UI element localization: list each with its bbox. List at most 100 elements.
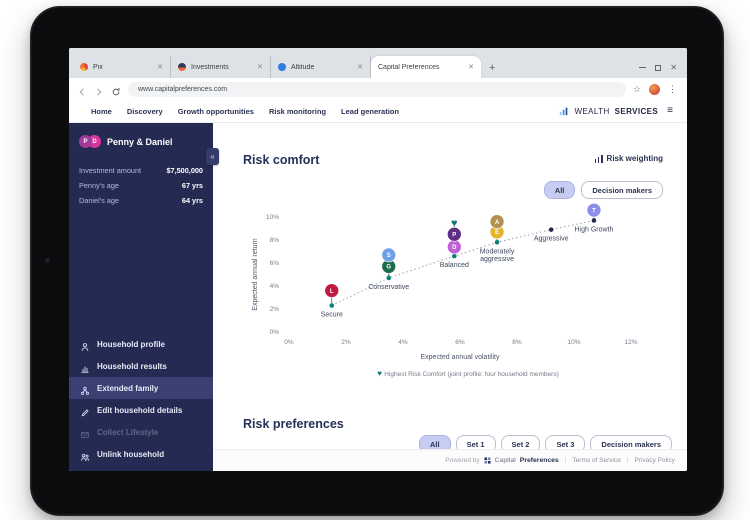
y-tick: 0% xyxy=(270,329,280,336)
profile-label: Secure xyxy=(321,312,343,319)
member-initial: T xyxy=(592,208,596,214)
tablet-frame: Pix ✕ Investments ✕ Altitude ✕ Capital Prefere… xyxy=(30,6,724,516)
tab-close-icon[interactable]: ✕ xyxy=(257,64,263,71)
profile-label: aggressive xyxy=(480,256,514,263)
sidebar-menu: Household profile Household results Extend… xyxy=(69,333,213,465)
member-marker-P[interactable] xyxy=(446,226,462,242)
profile-point-moderately-aggressive[interactable] xyxy=(494,240,500,245)
profile-point-balanced[interactable] xyxy=(452,253,457,259)
sidebar-item-extended-family[interactable]: Extended family xyxy=(69,377,213,399)
tab-close-icon[interactable]: ✕ xyxy=(357,64,363,71)
member-marker-L[interactable] xyxy=(324,283,340,298)
url-field[interactable]: www.capitalpreferences.com xyxy=(128,81,626,97)
forward-icon[interactable] xyxy=(94,84,104,96)
y-tick: 2% xyxy=(270,306,280,313)
app-navigation-bar: Home Discovery Growth opportunities Risk mo… xyxy=(69,100,687,123)
maximize-button[interactable] xyxy=(655,65,662,71)
profile-label: High Growth xyxy=(574,226,613,233)
profile-point-secure[interactable] xyxy=(329,303,335,308)
people-icon xyxy=(80,449,90,461)
profile-point-aggressive[interactable] xyxy=(548,227,554,232)
y-tick: 4% xyxy=(270,283,280,290)
member-marker-S[interactable] xyxy=(381,247,397,263)
pencil-icon xyxy=(80,405,90,417)
stat-label: Penny's age xyxy=(79,181,119,190)
risk-comfort-chart: 0% 2% 4% 6% 8% 10% 0% 2% 4% 6% 8% 10% 12% Expected an… xyxy=(213,201,687,383)
member-initial: S xyxy=(387,253,391,259)
bar-chart-logo-icon xyxy=(560,107,568,116)
browser-menu-icon[interactable]: ⋮ xyxy=(668,83,677,94)
filter-pill-all[interactable]: All xyxy=(543,181,576,199)
tab-title: Pix xyxy=(93,63,103,71)
sidebar-item-unlink-household[interactable]: Unlink household xyxy=(69,443,213,465)
risk-weighting-control[interactable]: Risk weighting xyxy=(594,154,663,163)
y-axis-label: Expected annual return xyxy=(252,238,259,310)
sidebar-item-label: Household profile xyxy=(97,339,165,349)
avatar-p: P xyxy=(79,135,92,148)
nav-link-growth-opportunities[interactable]: Growth opportunities xyxy=(177,106,254,116)
url-text: www.capitalpreferences.com xyxy=(138,85,228,93)
x-tick: 12% xyxy=(624,339,637,346)
address-bar: www.capitalpreferences.com ☆ ⋮ xyxy=(69,78,687,100)
browser-tab-3[interactable]: Altitude ✕ xyxy=(271,56,371,78)
close-window-button[interactable]: ✕ xyxy=(670,63,677,72)
filter-pill-decision-makers[interactable]: Decision makers xyxy=(581,181,663,199)
member-initial: G xyxy=(386,265,391,271)
x-tick: 4% xyxy=(398,339,408,346)
stat-value: 64 yrs xyxy=(181,196,203,205)
sidebar-item-label: Extended family xyxy=(97,383,159,393)
sidebar-item-household-profile[interactable]: Household profile xyxy=(69,333,213,355)
profile-label: Aggressive xyxy=(534,236,569,243)
family-icon xyxy=(80,383,90,395)
y-tick: 6% xyxy=(270,260,280,267)
back-icon[interactable] xyxy=(77,84,87,96)
profile-point-conservative[interactable] xyxy=(386,275,392,281)
joint-profile-heart-marker[interactable]: ♥ xyxy=(451,218,458,230)
sidebar-item-edit-household-details[interactable]: Edit household details xyxy=(69,399,213,421)
x-tick: 6% xyxy=(455,339,465,346)
risk-weighting-label: Risk weighting xyxy=(606,154,663,163)
sidebar-item-collect-lifestyle: Collect Lifestyle xyxy=(69,421,213,443)
browser-tab-4[interactable]: Capital Preferences ✕ xyxy=(371,56,481,78)
risk-weighting-icon xyxy=(594,155,603,163)
new-tab-button[interactable]: + xyxy=(489,62,496,74)
primary-nav: Home Discovery Growth opportunities Risk mo… xyxy=(91,107,399,116)
member-initial: P xyxy=(452,232,456,238)
nav-link-risk-monitoring[interactable]: Risk monitoring xyxy=(268,106,327,116)
terms-of-service-link[interactable]: Terms of Service xyxy=(572,457,621,464)
nav-link-lead-generation[interactable]: Lead generation xyxy=(341,106,399,116)
member-marker-T[interactable] xyxy=(586,202,602,218)
footer-brand-part1: Capital xyxy=(494,457,516,464)
browser-tab-strip: Pix ✕ Investments ✕ Altitude ✕ Capital Prefere… xyxy=(69,48,687,78)
stat-value: 67 yrs xyxy=(181,181,203,190)
chart-icon xyxy=(80,361,90,373)
main-content: Risk comfort Risk weighting All Decision … xyxy=(213,123,687,471)
sidebar-item-household-results[interactable]: Household results xyxy=(69,355,213,377)
tab-close-icon[interactable]: ✕ xyxy=(468,64,474,71)
risk-comfort-title: Risk comfort xyxy=(243,153,320,167)
member-marker-A[interactable] xyxy=(489,214,505,229)
nav-link-discovery[interactable]: Discovery xyxy=(126,106,163,116)
minimize-button[interactable] xyxy=(639,67,647,68)
chart-legend: ♥ Highest Risk Comfort (joint profile: f… xyxy=(377,369,558,378)
profile-avatar[interactable] xyxy=(649,83,660,95)
nav-link-home[interactable]: Home xyxy=(91,106,112,116)
tab-title: Altitude xyxy=(291,63,315,71)
bookmark-star-icon[interactable]: ☆ xyxy=(632,83,641,94)
privacy-policy-link[interactable]: Privacy Policy xyxy=(634,457,675,464)
x-tick: 10% xyxy=(567,339,580,346)
y-tick: 8% xyxy=(270,237,280,244)
hamburger-menu-icon[interactable]: ≡ xyxy=(667,105,673,116)
sidebar-collapse-button[interactable]: « xyxy=(206,148,219,165)
browser-tab-1[interactable]: Pix ✕ xyxy=(73,56,171,78)
reload-icon[interactable] xyxy=(111,84,121,96)
profile-point-high-growth[interactable] xyxy=(591,218,597,223)
tab-close-icon[interactable]: ✕ xyxy=(157,64,163,71)
browser-tab-2[interactable]: Investments ✕ xyxy=(171,56,271,78)
pie-favicon xyxy=(80,63,88,71)
member-initial: L xyxy=(330,289,334,295)
